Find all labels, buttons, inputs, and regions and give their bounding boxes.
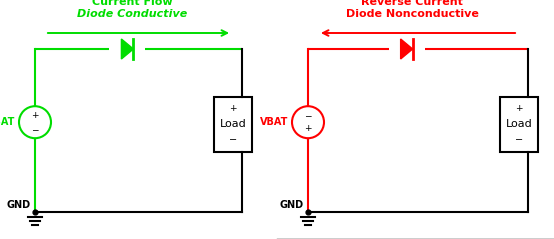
Bar xyxy=(214,97,252,152)
Text: Load: Load xyxy=(506,119,532,129)
Polygon shape xyxy=(401,39,413,59)
Text: Load: Load xyxy=(219,119,247,129)
Text: +: + xyxy=(31,110,39,120)
Text: Diode Nonconductive: Diode Nonconductive xyxy=(346,9,479,19)
Text: Diode Conductive: Diode Conductive xyxy=(78,9,188,19)
Text: −: − xyxy=(304,111,312,120)
Text: +: + xyxy=(515,104,523,113)
Text: −: − xyxy=(229,135,237,145)
Bar xyxy=(500,97,538,152)
Polygon shape xyxy=(121,39,134,59)
Text: −: − xyxy=(31,125,39,134)
Text: −: − xyxy=(515,135,523,145)
Text: +: + xyxy=(304,125,312,133)
Text: Reverse Current: Reverse Current xyxy=(361,0,463,7)
Text: Current Flow: Current Flow xyxy=(92,0,173,7)
Text: GND: GND xyxy=(280,200,304,210)
Text: VBAT: VBAT xyxy=(260,117,288,127)
Text: +: + xyxy=(229,104,237,113)
Text: VBAT: VBAT xyxy=(0,117,15,127)
Text: GND: GND xyxy=(7,200,31,210)
